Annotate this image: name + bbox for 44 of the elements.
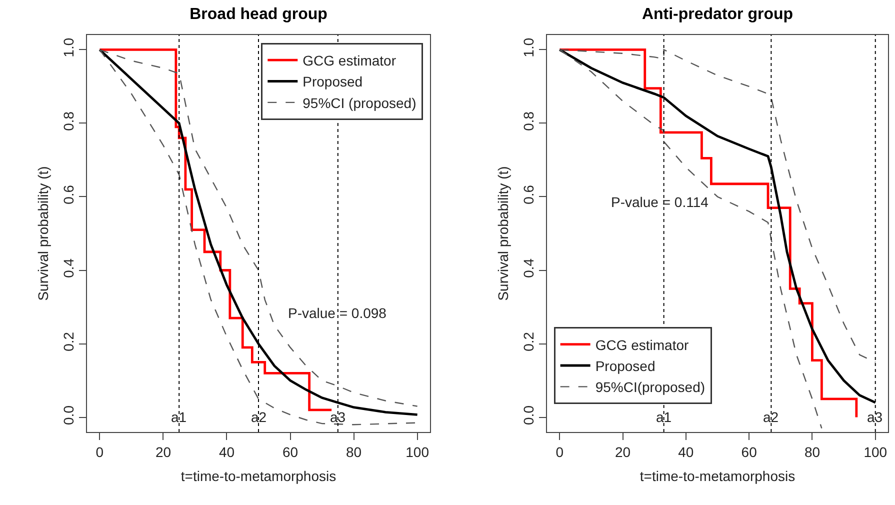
x-tick-label: 80 [346,444,362,460]
x-tick-label: 80 [804,444,820,460]
legend-label: Proposed [302,74,363,90]
x-tick-label: 40 [678,444,694,460]
ref-line-label: a3 [867,409,883,425]
legend-label: GCG estimator [595,336,690,353]
annotation: P-value = 0.098 [288,305,387,321]
ref-line-label: a1 [171,409,187,425]
ref-line-label: a2 [251,409,267,425]
annotation: P-value = 0.114 [611,194,709,210]
chart-title: Anti-predator group [642,6,794,23]
legend-label: GCG estimator [302,52,396,68]
x-axis-title: t=time-to-metamorphosis [180,468,336,484]
y-tick-label: 0.2 [520,332,536,352]
y-axis-title: Survival probability (t) [35,166,51,301]
x-tick-label: 60 [282,444,298,460]
y-tick-label: 0.6 [520,184,536,204]
y-tick-label: 0.0 [520,405,536,425]
y-tick-label: 1.0 [520,38,536,58]
y-tick-label: 1.0 [60,38,76,58]
ref-line-label: a1 [656,409,672,425]
x-tick-label: 20 [614,444,631,460]
y-tick-label: 0.6 [60,184,76,204]
y-tick-label: 0.8 [520,111,536,131]
y-tick-label: 0.2 [60,332,76,352]
chart-title: Broad head group [190,6,328,23]
ref-line-label: a2 [763,409,779,425]
x-tick-label: 0 [556,444,564,460]
y-tick-label: 0.8 [60,111,76,131]
legend-label: Proposed [595,358,656,374]
x-axis-title: t=time-to-metamorphosis [640,468,796,484]
x-tick-label: 100 [406,444,430,460]
ref-line-label: a3 [330,409,346,425]
x-tick-label: 0 [96,444,104,460]
y-axis-title: Survival probability (t) [495,166,511,301]
y-tick-label: 0.0 [60,405,76,425]
x-tick-label: 100 [864,444,888,460]
x-tick-label: 60 [741,444,758,460]
y-tick-label: 0.4 [60,258,76,278]
x-tick-label: 20 [155,444,172,460]
legend-label: 95%CI (proposed) [302,94,416,111]
y-tick-label: 0.4 [520,258,536,278]
legend-label: 95%CI(proposed) [595,379,706,396]
x-tick-label: 40 [218,444,235,460]
